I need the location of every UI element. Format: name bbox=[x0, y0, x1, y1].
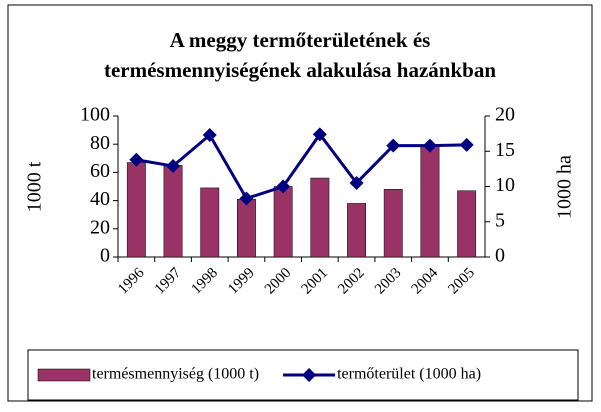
legend-label: termésmennyiség (1000 t) bbox=[92, 366, 259, 383]
legend-box bbox=[27, 349, 579, 401]
bar bbox=[457, 190, 477, 258]
y-axis-label: 1000 t bbox=[24, 161, 46, 212]
line-marker bbox=[202, 128, 217, 143]
bar bbox=[163, 165, 183, 258]
bar bbox=[383, 189, 403, 258]
legend-swatch bbox=[37, 368, 91, 382]
line-marker bbox=[276, 179, 291, 194]
y-tick-label: 100 bbox=[80, 104, 110, 126]
line-marker bbox=[129, 152, 144, 167]
legend-label: termőterület (1000 ha) bbox=[337, 366, 481, 383]
chart-border bbox=[7, 4, 593, 402]
y-tick-label: 80 bbox=[90, 132, 110, 154]
y2-tick-label: 5 bbox=[495, 209, 505, 231]
y-tick-label: 40 bbox=[90, 188, 110, 210]
y2-axis-label: 1000 ha bbox=[554, 155, 576, 219]
bar bbox=[200, 187, 220, 258]
y2-tick-label: 10 bbox=[495, 174, 515, 196]
line bbox=[136, 131, 467, 201]
line-marker bbox=[166, 159, 181, 174]
line-marker bbox=[239, 191, 254, 206]
bar bbox=[347, 203, 366, 258]
line-marker bbox=[422, 138, 437, 153]
bar bbox=[273, 186, 293, 258]
bar bbox=[126, 162, 146, 258]
bar bbox=[420, 145, 440, 258]
y-tick-label: 0 bbox=[100, 245, 110, 267]
bar bbox=[237, 198, 256, 258]
line-marker bbox=[386, 138, 401, 153]
chart-title: termésmennyiségének alakulása hazánkban bbox=[104, 58, 496, 82]
y2-tick-label: 0 bbox=[495, 245, 505, 267]
y-tick-label: 20 bbox=[90, 216, 110, 238]
line-marker bbox=[459, 137, 474, 152]
y2-tick-label: 20 bbox=[495, 104, 515, 126]
chart-title: A meggy termőterületének és bbox=[170, 28, 431, 52]
line-marker bbox=[312, 127, 327, 142]
y2-tick-label: 15 bbox=[495, 139, 515, 161]
bar bbox=[310, 177, 330, 258]
y-tick-label: 60 bbox=[90, 160, 110, 182]
legend-marker bbox=[302, 368, 317, 382]
line-marker bbox=[349, 175, 364, 190]
